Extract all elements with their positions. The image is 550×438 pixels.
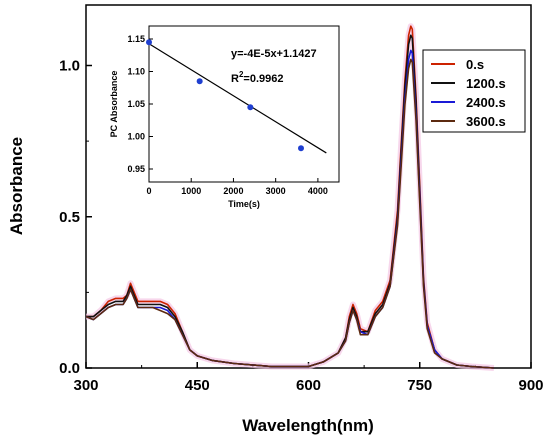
fit-line <box>148 43 327 154</box>
data-point <box>146 39 152 46</box>
inset-y-tick-label: 1.00 <box>127 132 145 142</box>
main-x-tick-label: 750 <box>407 377 432 394</box>
legend-label: 2400.s <box>466 95 506 110</box>
r2-superscript: 2 <box>239 70 244 79</box>
main-y-ticks: 0.0 0.5 1.0 <box>59 58 92 377</box>
inset-y-axis-title: PC Absorbance <box>109 71 119 138</box>
r2-value: =0.9962 <box>243 73 283 85</box>
inset-x-ticks: 0 1000 2000 3000 4000 <box>146 178 328 196</box>
inset-y-tick-label: 1.15 <box>127 34 145 44</box>
inset-chart: 0 1000 2000 3000 4000 0.95 1.00 1.05 1.10 1.15 T… <box>109 25 340 209</box>
inset-x-tick-label: 1000 <box>181 186 201 196</box>
main-y-tick-label: 1.0 <box>59 58 80 75</box>
inset-x-tick-label: 0 <box>146 186 151 196</box>
main-x-tick-label: 900 <box>518 377 543 394</box>
legend-label: 3600.s <box>466 114 506 129</box>
inset-x-tick-label: 4000 <box>308 186 328 196</box>
data-point <box>196 78 203 85</box>
main-chart: 300 450 600 750 900 0.0 0.5 1.0 Wavelength(nm)… <box>7 4 544 435</box>
inset-x-tick-label: 3000 <box>266 186 286 196</box>
main-x-axis-title: Wavelength(nm) <box>242 416 374 435</box>
fit-r-squared: R2=0.9962 <box>231 70 283 85</box>
main-series <box>85 23 495 371</box>
inset-y-tick-label: 1.05 <box>127 99 145 109</box>
main-x-tick-label: 300 <box>73 377 98 394</box>
main-x-tick-label: 600 <box>296 377 321 394</box>
main-y-tick-label: 0.5 <box>59 209 80 226</box>
legend-label: 0.s <box>466 57 484 72</box>
data-point <box>247 104 254 111</box>
legend-label: 1200.s <box>466 76 506 91</box>
main-y-tick-label: 0.0 <box>59 360 80 377</box>
inset-fit-and-points <box>146 39 327 154</box>
inset-plot-frame <box>148 25 340 183</box>
fit-equation: y=-4E-5x+1.1427 <box>231 48 317 60</box>
inset-x-axis-title: Time(s) <box>228 199 260 209</box>
series-line-3600s <box>85 58 494 369</box>
main-x-tick-label: 450 <box>185 377 210 394</box>
inset-y-tick-label: 0.95 <box>127 164 145 174</box>
inset-y-tick-label: 1.10 <box>127 67 145 77</box>
data-point <box>298 145 304 152</box>
inset-y-ticks: 0.95 1.00 1.05 1.10 1.15 <box>127 34 153 174</box>
main-x-ticks: 300 450 600 750 900 <box>73 362 544 394</box>
inset-x-tick-label: 2000 <box>223 186 243 196</box>
legend: 0.s 1200.s 2400.s 3600.s <box>422 49 526 133</box>
main-y-axis-title: Absorbance <box>7 137 26 235</box>
r2-prefix: R <box>231 73 239 85</box>
